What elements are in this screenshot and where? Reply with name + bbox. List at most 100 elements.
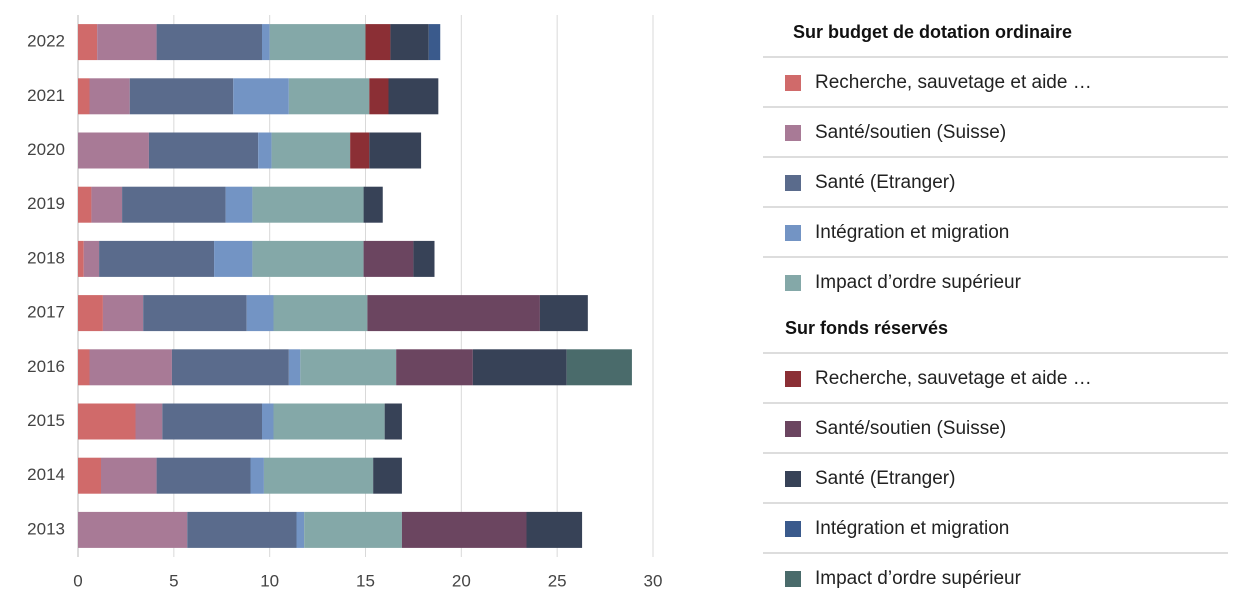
legend-swatch xyxy=(785,225,801,241)
bar-segment xyxy=(252,186,364,223)
bar-segment xyxy=(156,24,262,61)
bar-segment xyxy=(396,349,473,386)
y-tick-label: 2021 xyxy=(27,86,65,105)
bar-segment xyxy=(214,240,253,277)
legend-label: Recherche, sauvetage et aide … xyxy=(815,368,1092,389)
bar-segment xyxy=(78,240,84,277)
bar-segment xyxy=(269,24,366,61)
bar-segment xyxy=(122,186,226,223)
bar-segment xyxy=(83,240,100,277)
bar-segment xyxy=(162,403,262,440)
y-tick-label: 2020 xyxy=(27,140,65,159)
y-tick-label: 2017 xyxy=(27,303,65,322)
bar-segment xyxy=(143,295,247,332)
bar-segment xyxy=(363,240,414,277)
bar-segment xyxy=(350,132,370,169)
legend-label: Santé/soutien (Suisse) xyxy=(815,122,1006,143)
legend-group-title: Sur budget de dotation ordinaire xyxy=(793,22,1072,42)
legend-swatch xyxy=(785,275,801,291)
bar-segment xyxy=(363,186,383,223)
legend-label: Santé/soutien (Suisse) xyxy=(815,418,1006,439)
legend-swatch xyxy=(785,371,801,387)
bar-segment xyxy=(97,24,157,61)
x-tick-label: 0 xyxy=(73,571,82,590)
bar-segment xyxy=(78,132,149,169)
bar-segment xyxy=(373,457,402,494)
legend-swatch xyxy=(785,125,801,141)
bar-segment xyxy=(78,295,103,332)
bar-segment xyxy=(78,403,136,440)
bar-segment xyxy=(78,78,90,115)
bar-segment xyxy=(539,295,588,332)
y-tick-label: 2015 xyxy=(27,411,65,430)
bar-segment xyxy=(273,295,368,332)
x-tick-label: 25 xyxy=(548,571,567,590)
bar-segment xyxy=(78,24,98,61)
bar-segment xyxy=(566,349,632,386)
bar-segment xyxy=(296,511,305,548)
bar-segment xyxy=(250,457,264,494)
bar-segment xyxy=(472,349,567,386)
x-tick-label: 30 xyxy=(644,571,663,590)
x-tick-label: 5 xyxy=(169,571,178,590)
legend-label: Intégration et migration xyxy=(815,222,1009,243)
bar-segment xyxy=(273,403,385,440)
legend-label: Impact d’ordre supérieur xyxy=(815,568,1022,589)
legend-swatch xyxy=(785,421,801,437)
legend-label: Santé (Etranger) xyxy=(815,468,955,489)
legend-label: Impact d’ordre supérieur xyxy=(815,272,1022,293)
bar-segment xyxy=(384,403,402,440)
bar-segment xyxy=(102,295,144,332)
bar-segment xyxy=(99,240,215,277)
bar-segment xyxy=(225,186,253,223)
bar-segment xyxy=(89,349,172,386)
bar-segment xyxy=(288,78,370,115)
legend-swatch xyxy=(785,471,801,487)
bar-segment xyxy=(388,78,439,115)
bar-segment xyxy=(300,349,397,386)
bar-segment xyxy=(252,240,364,277)
bar-segment xyxy=(401,511,527,548)
bar-segment xyxy=(78,349,90,386)
bar-segment xyxy=(129,78,234,115)
bar-segment xyxy=(369,78,389,115)
bar-segment xyxy=(526,511,583,548)
legend-swatch xyxy=(785,75,801,91)
bar-segment xyxy=(101,457,157,494)
bar-segment xyxy=(367,295,540,332)
bar-segment xyxy=(78,511,188,548)
legend-label: Intégration et migration xyxy=(815,518,1009,539)
y-tick-label: 2013 xyxy=(27,519,65,538)
y-tick-label: 2019 xyxy=(27,194,65,213)
legend-label: Recherche, sauvetage et aide … xyxy=(815,72,1092,93)
y-tick-label: 2018 xyxy=(27,248,65,267)
bar-segment xyxy=(365,24,391,61)
y-tick-label: 2014 xyxy=(27,465,65,484)
bar-segment xyxy=(78,457,101,494)
x-tick-label: 10 xyxy=(260,571,279,590)
y-tick-label: 2022 xyxy=(27,32,65,51)
legend-swatch xyxy=(785,521,801,537)
bar-segment xyxy=(288,349,301,386)
y-tick-label: 2016 xyxy=(27,357,65,376)
bar-segment xyxy=(187,511,297,548)
bar-segment xyxy=(428,24,441,61)
bar-segment xyxy=(78,186,92,223)
bar-segment xyxy=(390,24,429,61)
bar-segment xyxy=(148,132,259,169)
legend-label: Santé (Etranger) xyxy=(815,172,955,193)
bar-segment xyxy=(413,240,435,277)
bar-segment xyxy=(91,186,123,223)
bar-segment xyxy=(171,349,289,386)
bar-segment xyxy=(135,403,163,440)
bar-segment xyxy=(369,132,422,169)
bar-segment xyxy=(233,78,289,115)
x-tick-label: 20 xyxy=(452,571,471,590)
bar-segment xyxy=(271,132,351,169)
bar-segment xyxy=(263,457,374,494)
bar-segment xyxy=(262,403,274,440)
bar-segment xyxy=(89,78,130,115)
bar-segment xyxy=(262,24,270,61)
bar-segment xyxy=(258,132,272,169)
